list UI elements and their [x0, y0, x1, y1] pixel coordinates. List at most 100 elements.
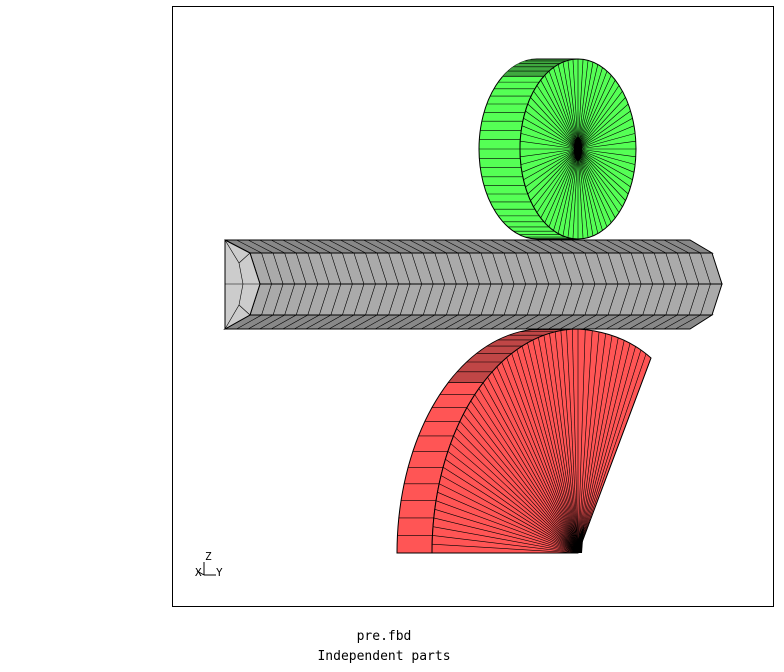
green-face-spoke	[577, 148, 594, 236]
bar-mesh-line	[478, 239, 515, 330]
bar-mesh-line	[455, 239, 492, 330]
red-face-spoke	[577, 340, 625, 554]
green-face-spoke	[548, 148, 579, 228]
green-face-spoke	[577, 70, 608, 150]
red-face-spoke	[445, 458, 579, 554]
green-face-spoke	[572, 148, 579, 239]
red-face-spoke	[506, 357, 579, 554]
bar-mesh-line	[328, 239, 365, 330]
upper-roller-part[interactable]	[478, 58, 637, 240]
green-face-spoke	[520, 140, 579, 150]
red-face-spoke	[549, 333, 579, 554]
bar-mesh-line	[236, 239, 272, 330]
bar-mesh-line	[652, 239, 688, 330]
red-face-spoke	[577, 333, 606, 554]
green-face-spoke	[577, 148, 636, 158]
red-face-spoke	[442, 467, 579, 554]
axis-y-label: Y	[216, 566, 223, 579]
bar-mesh-line	[663, 239, 700, 330]
green-face-spoke	[553, 148, 579, 231]
green-face-spoke	[530, 97, 579, 150]
red-face-spoke	[432, 543, 579, 554]
red-face-spoke	[566, 329, 579, 554]
green-face-spoke	[577, 148, 608, 228]
red-roller-hub	[572, 525, 584, 553]
green-face-spoke	[577, 148, 620, 213]
green-face-spoke	[577, 75, 612, 150]
red-face-spoke	[432, 526, 579, 554]
red-face-spoke	[554, 331, 579, 554]
bar-mesh-line	[594, 239, 630, 330]
red-face-spoke	[577, 343, 631, 554]
green-face-spoke	[521, 148, 579, 173]
green-face-spoke	[562, 148, 579, 236]
red-face-spoke	[439, 483, 579, 554]
bar-mesh-line	[340, 239, 376, 330]
red-face-spoke	[577, 335, 613, 554]
red-face-spoke	[437, 491, 579, 554]
red-face-spoke	[501, 361, 579, 554]
red-face-spoke	[538, 337, 579, 554]
green-face-spoke	[523, 148, 579, 181]
red-face-spoke	[577, 349, 642, 554]
green-face-spoke	[544, 75, 579, 150]
lower-roller-sector-part[interactable]	[396, 328, 652, 554]
red-face-spoke	[532, 339, 579, 554]
green-face-spoke	[540, 148, 579, 219]
red-face-spoke	[459, 421, 579, 554]
bar-mesh-line	[444, 239, 480, 330]
red-face-spoke	[456, 428, 579, 554]
red-face-spoke	[487, 376, 579, 554]
red-face-spoke	[466, 407, 579, 554]
red-face-spoke	[543, 335, 579, 554]
bar-mesh-line	[259, 239, 295, 330]
green-face-spoke	[567, 60, 579, 150]
green-face-spoke	[577, 85, 620, 150]
green-face-spoke	[557, 64, 579, 150]
bar-mesh-line	[305, 239, 342, 330]
bar-mesh-line	[606, 239, 642, 330]
red-face-spoke	[527, 342, 579, 554]
green-roller-hub	[574, 137, 582, 161]
bar-mesh-line	[432, 239, 469, 330]
green-face-spoke	[562, 62, 579, 150]
green-face-spoke	[577, 60, 589, 150]
bar-mesh-line	[398, 239, 434, 330]
red-face-spoke	[434, 509, 579, 554]
bar-stock-part[interactable]	[223, 239, 723, 330]
red-face-spoke	[433, 517, 579, 554]
bar-mesh-line	[282, 239, 319, 330]
green-face-spoke	[577, 103, 629, 150]
green-face-spoke	[577, 148, 612, 223]
green-face-spoke	[577, 148, 631, 188]
bar-mesh-line	[536, 239, 573, 330]
bar-mesh-line	[386, 239, 423, 330]
bar-mesh-line	[513, 239, 550, 330]
green-face-spoke	[521, 125, 579, 150]
bar-mesh-line	[548, 239, 584, 330]
bar-mesh-line	[409, 239, 446, 330]
green-face-spoke	[520, 148, 579, 165]
axis-z-label: Z	[205, 550, 212, 563]
green-face-spoke	[567, 148, 579, 238]
red-face-spoke	[447, 451, 579, 554]
green-face-spoke	[553, 67, 579, 150]
red-face-spoke	[450, 443, 579, 554]
green-face-spoke	[577, 79, 616, 150]
bar-mesh-line	[294, 239, 330, 330]
green-face-spoke	[577, 140, 636, 150]
red-face-spoke	[560, 330, 579, 554]
bar-mesh-line	[617, 239, 654, 330]
red-face-spoke	[571, 329, 579, 554]
bar-mesh-line	[421, 239, 457, 330]
green-face-spoke	[577, 67, 603, 150]
red-roller-face	[431, 328, 652, 554]
green-face-spoke	[577, 148, 636, 165]
bar-end-cap	[224, 239, 261, 330]
red-face-spoke	[496, 366, 579, 554]
bar-mesh-line	[559, 239, 596, 330]
bar-mesh-line	[502, 239, 538, 330]
green-face-spoke	[533, 90, 579, 150]
red-face-spoke	[482, 382, 579, 554]
